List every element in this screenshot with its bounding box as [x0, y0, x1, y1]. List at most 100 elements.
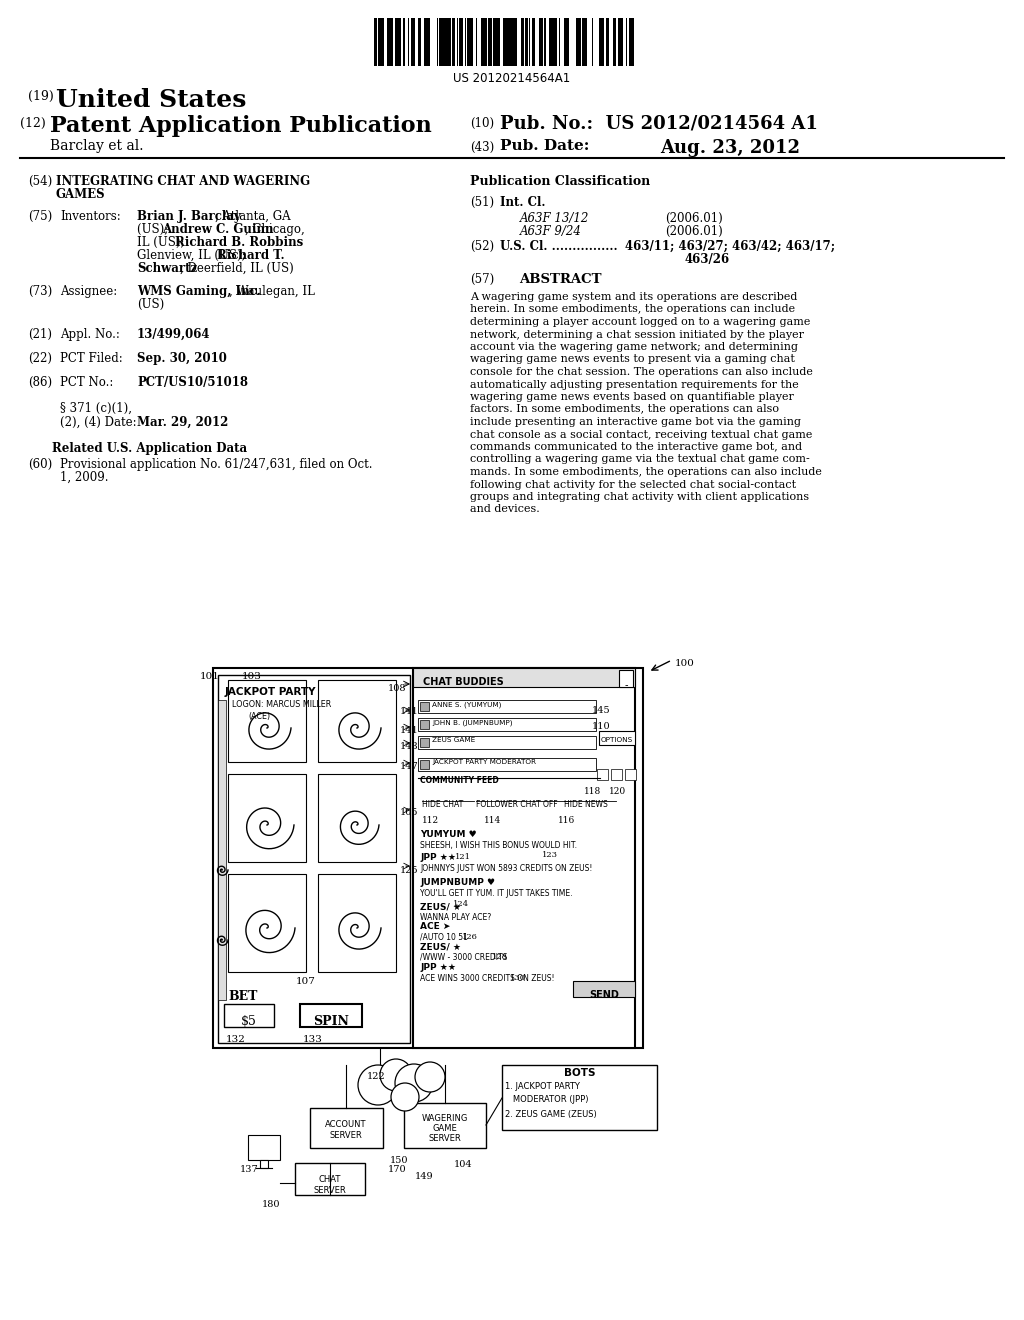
Text: 126: 126 — [462, 933, 478, 941]
Bar — [526, 18, 528, 66]
Bar — [555, 18, 557, 66]
Text: INTEGRATING CHAT AND WAGERING: INTEGRATING CHAT AND WAGERING — [56, 176, 310, 187]
Text: 122: 122 — [367, 1072, 386, 1081]
Text: 149: 149 — [415, 1172, 433, 1181]
Text: -: - — [625, 680, 628, 690]
Text: and devices.: and devices. — [470, 504, 540, 515]
Text: ZEUS/ ★: ZEUS/ ★ — [420, 942, 461, 950]
Bar — [496, 18, 498, 66]
Bar — [549, 18, 551, 66]
Text: (19): (19) — [28, 90, 53, 103]
Text: 137: 137 — [240, 1166, 259, 1173]
Text: 105: 105 — [400, 808, 419, 817]
Text: YUMYUM ♥: YUMYUM ♥ — [420, 830, 477, 840]
Text: account via the wagering game network; and determining: account via the wagering game network; a… — [470, 342, 798, 352]
Text: herein. In some embodiments, the operations can include: herein. In some embodiments, the operati… — [470, 305, 795, 314]
Text: 1, 2009.: 1, 2009. — [60, 471, 109, 484]
Text: 2. ZEUS GAME (ZEUS): 2. ZEUS GAME (ZEUS) — [505, 1110, 597, 1119]
Text: 130: 130 — [510, 974, 526, 982]
Bar — [228, 874, 306, 972]
Bar — [318, 774, 396, 862]
Bar — [374, 18, 376, 66]
Text: CHAT: CHAT — [318, 1175, 341, 1184]
Bar — [228, 774, 306, 862]
Text: 123: 123 — [542, 851, 558, 859]
Bar — [565, 18, 568, 66]
Bar — [541, 18, 543, 66]
Text: mands. In some embodiments, the operations can also include: mands. In some embodiments, the operatio… — [470, 467, 822, 477]
Text: (12): (12) — [20, 117, 46, 129]
Text: 108: 108 — [388, 684, 407, 693]
Bar — [467, 18, 469, 66]
Bar — [630, 18, 633, 66]
Bar — [601, 18, 603, 66]
Circle shape — [358, 1065, 398, 1105]
Text: , Chicago,: , Chicago, — [245, 223, 305, 236]
Text: Richard T.: Richard T. — [217, 249, 285, 261]
Bar — [452, 18, 455, 66]
Text: US 20120214564A1: US 20120214564A1 — [454, 73, 570, 84]
Bar — [509, 18, 511, 66]
Text: OPTIONS: OPTIONS — [601, 737, 633, 743]
Text: GAMES: GAMES — [56, 187, 105, 201]
Bar — [446, 18, 449, 66]
Text: JPP ★★: JPP ★★ — [420, 853, 456, 862]
Bar — [597, 770, 608, 780]
Bar — [295, 1163, 365, 1195]
Text: HIDE CHAT: HIDE CHAT — [422, 800, 463, 809]
Text: PCT No.:: PCT No.: — [60, 376, 114, 389]
Bar — [449, 18, 451, 66]
Bar — [470, 18, 473, 66]
Bar — [420, 760, 429, 770]
Bar — [425, 18, 427, 66]
Text: 463/11; 463/27; 463/42; 463/17;: 463/11; 463/27; 463/42; 463/17; — [625, 240, 836, 253]
Text: , Atlanta, GA: , Atlanta, GA — [215, 210, 291, 223]
Text: /WWW - 3000 CREDITS: /WWW - 3000 CREDITS — [420, 953, 507, 962]
Text: Barclay et al.: Barclay et al. — [50, 139, 143, 153]
Text: (51): (51) — [470, 195, 495, 209]
Text: factors. In some embodiments, the operations can also: factors. In some embodiments, the operat… — [470, 404, 779, 414]
Bar — [420, 719, 429, 729]
Bar — [310, 1107, 383, 1148]
Text: SPIN: SPIN — [313, 1015, 349, 1028]
Text: SHEESH, I WISH THIS BONUS WOULD HIT.: SHEESH, I WISH THIS BONUS WOULD HIT. — [420, 841, 577, 850]
Text: 114: 114 — [484, 816, 502, 825]
Circle shape — [380, 1059, 412, 1092]
Text: 13/499,064: 13/499,064 — [137, 327, 211, 341]
Text: COMMUNITY FEED: COMMUNITY FEED — [420, 776, 499, 785]
Bar — [411, 18, 413, 66]
Text: Andrew C. Guinn: Andrew C. Guinn — [162, 223, 273, 236]
Text: A wagering game system and its operations are described: A wagering game system and its operation… — [470, 292, 798, 302]
Bar — [490, 18, 492, 66]
Text: Richard B. Robbins: Richard B. Robbins — [175, 236, 303, 249]
Text: BOTS: BOTS — [564, 1068, 596, 1078]
Bar — [390, 18, 392, 66]
Text: 145: 145 — [592, 706, 610, 715]
Text: $5: $5 — [241, 1015, 257, 1028]
Text: include presenting an interactive game bot via the gaming: include presenting an interactive game b… — [470, 417, 801, 426]
Text: YOU'LL GET IT YUM. IT JUST TAKES TIME.: YOU'LL GET IT YUM. IT JUST TAKES TIME. — [420, 888, 572, 898]
Text: ZEUS GAME: ZEUS GAME — [432, 737, 475, 743]
Text: Schwartz: Schwartz — [137, 261, 198, 275]
Text: 118: 118 — [584, 787, 601, 796]
Text: 143: 143 — [400, 742, 419, 751]
Text: (52): (52) — [470, 240, 495, 253]
Text: 110: 110 — [592, 722, 610, 731]
Text: determining a player account logged on to a wagering game: determining a player account logged on t… — [470, 317, 810, 327]
Text: network, determining a chat session initiated by the player: network, determining a chat session init… — [470, 330, 804, 339]
Text: A63F 13/12: A63F 13/12 — [520, 213, 590, 224]
Text: chat console as a social contact, receiving textual chat game: chat console as a social contact, receiv… — [470, 429, 812, 440]
Bar — [618, 671, 633, 686]
Bar — [584, 18, 586, 66]
Text: 103: 103 — [242, 672, 262, 681]
Bar — [599, 18, 601, 66]
Text: JACKPOT PARTY: JACKPOT PARTY — [225, 686, 316, 697]
Text: groups and integrating chat activity with client applications: groups and integrating chat activity wit… — [470, 492, 809, 502]
Bar — [418, 18, 421, 66]
Text: ABSTRACT: ABSTRACT — [519, 273, 601, 286]
Text: Appl. No.:: Appl. No.: — [60, 327, 120, 341]
Bar — [625, 770, 636, 780]
Bar — [420, 702, 429, 711]
Text: /AUTO 10 51: /AUTO 10 51 — [420, 933, 468, 942]
Text: (2), (4) Date:: (2), (4) Date: — [60, 416, 136, 429]
